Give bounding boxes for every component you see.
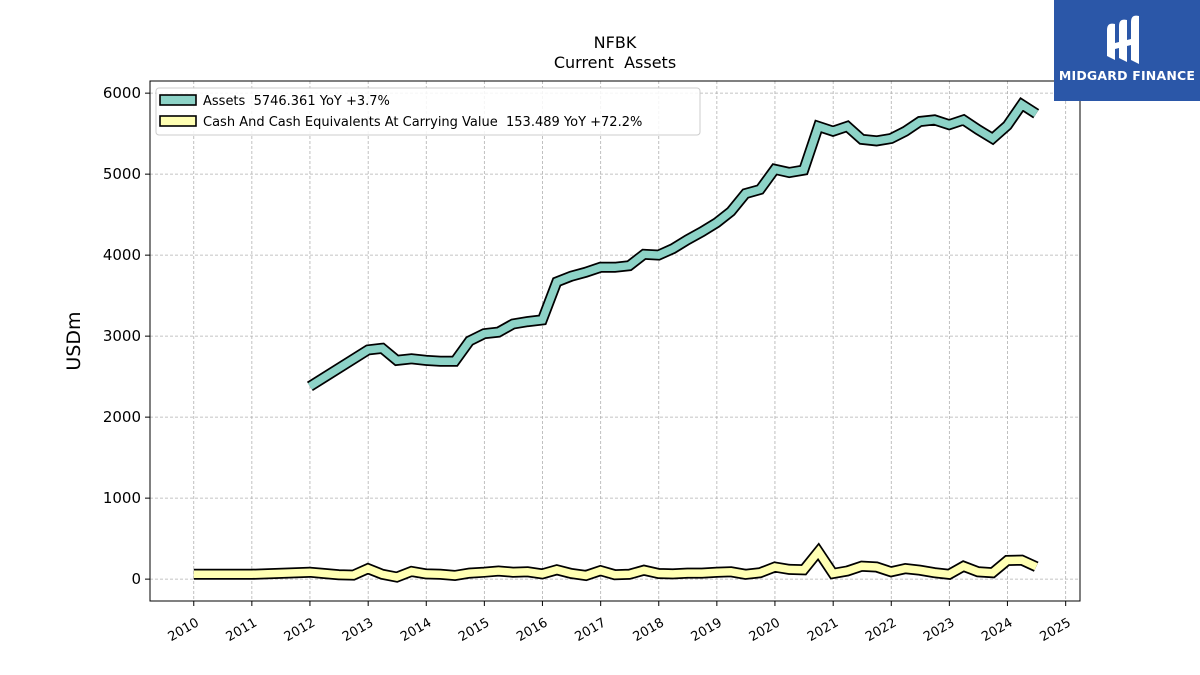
- y-tick-label: 0: [131, 570, 141, 588]
- y-tick-label: 3000: [103, 327, 141, 345]
- y-tick-label: 1000: [103, 489, 141, 507]
- x-tick-label: 2018: [631, 615, 667, 645]
- brand-logo: MIDGARD FINANCE: [1054, 0, 1200, 101]
- x-tick-label: 2023: [921, 615, 957, 645]
- chart-title: NFBK: [594, 33, 637, 52]
- legend-label-assets: Assets 5746.361 YoY +3.7%: [203, 94, 390, 109]
- legend-label-cash: Cash And Cash Equivalents At Carrying Va…: [203, 115, 642, 130]
- plot-frame: [149, 80, 1081, 602]
- x-tick-label: 2010: [166, 615, 202, 645]
- y-tick-label: 5000: [103, 165, 141, 183]
- legend: Assets 5746.361 YoY +3.7% Cash And Cash …: [155, 87, 701, 136]
- legend-box: [155, 87, 701, 136]
- y-axis-label: USDm: [63, 311, 85, 370]
- x-tick-label: 2013: [340, 615, 376, 645]
- series-line-assets: [307, 99, 1039, 390]
- legend-swatch-assets: [159, 94, 197, 106]
- x-tick-label: 2020: [747, 615, 783, 645]
- x-tick-label: 2016: [514, 615, 550, 645]
- grid-lines: [150, 81, 1080, 601]
- y-tick-label: 2000: [103, 408, 141, 426]
- y-tick-label: 4000: [103, 246, 141, 264]
- y-axis-ticks: 0 1000 2000 3000 4000 5000 6000: [103, 84, 150, 588]
- brand-logo-text: MIDGARD FINANCE: [1058, 68, 1196, 83]
- x-tick-label: 2024: [979, 615, 1015, 645]
- legend-swatch-cash: [159, 115, 197, 127]
- chart-subtitle: Current Assets: [554, 53, 676, 72]
- x-tick-label: 2015: [456, 615, 492, 645]
- series-layer: [193, 97, 1040, 583]
- brand-logo-mark: [1107, 15, 1139, 65]
- x-tick-label: 2014: [398, 615, 434, 645]
- x-tick-label: 2012: [282, 615, 318, 645]
- x-tick-label: 2021: [805, 615, 841, 645]
- x-tick-label: 2022: [863, 615, 899, 645]
- x-tick-label: 2025: [1038, 615, 1074, 645]
- x-tick-label: 2011: [224, 615, 260, 645]
- x-axis-ticks: 2010 2011 2012 2013 2014 2015 2016 2017 2018 2019…: [166, 601, 1074, 645]
- x-tick-label: 2017: [573, 615, 609, 645]
- x-tick-label: 2019: [689, 615, 725, 645]
- y-tick-label: 6000: [103, 84, 141, 102]
- series-line-cash: [193, 545, 1038, 581]
